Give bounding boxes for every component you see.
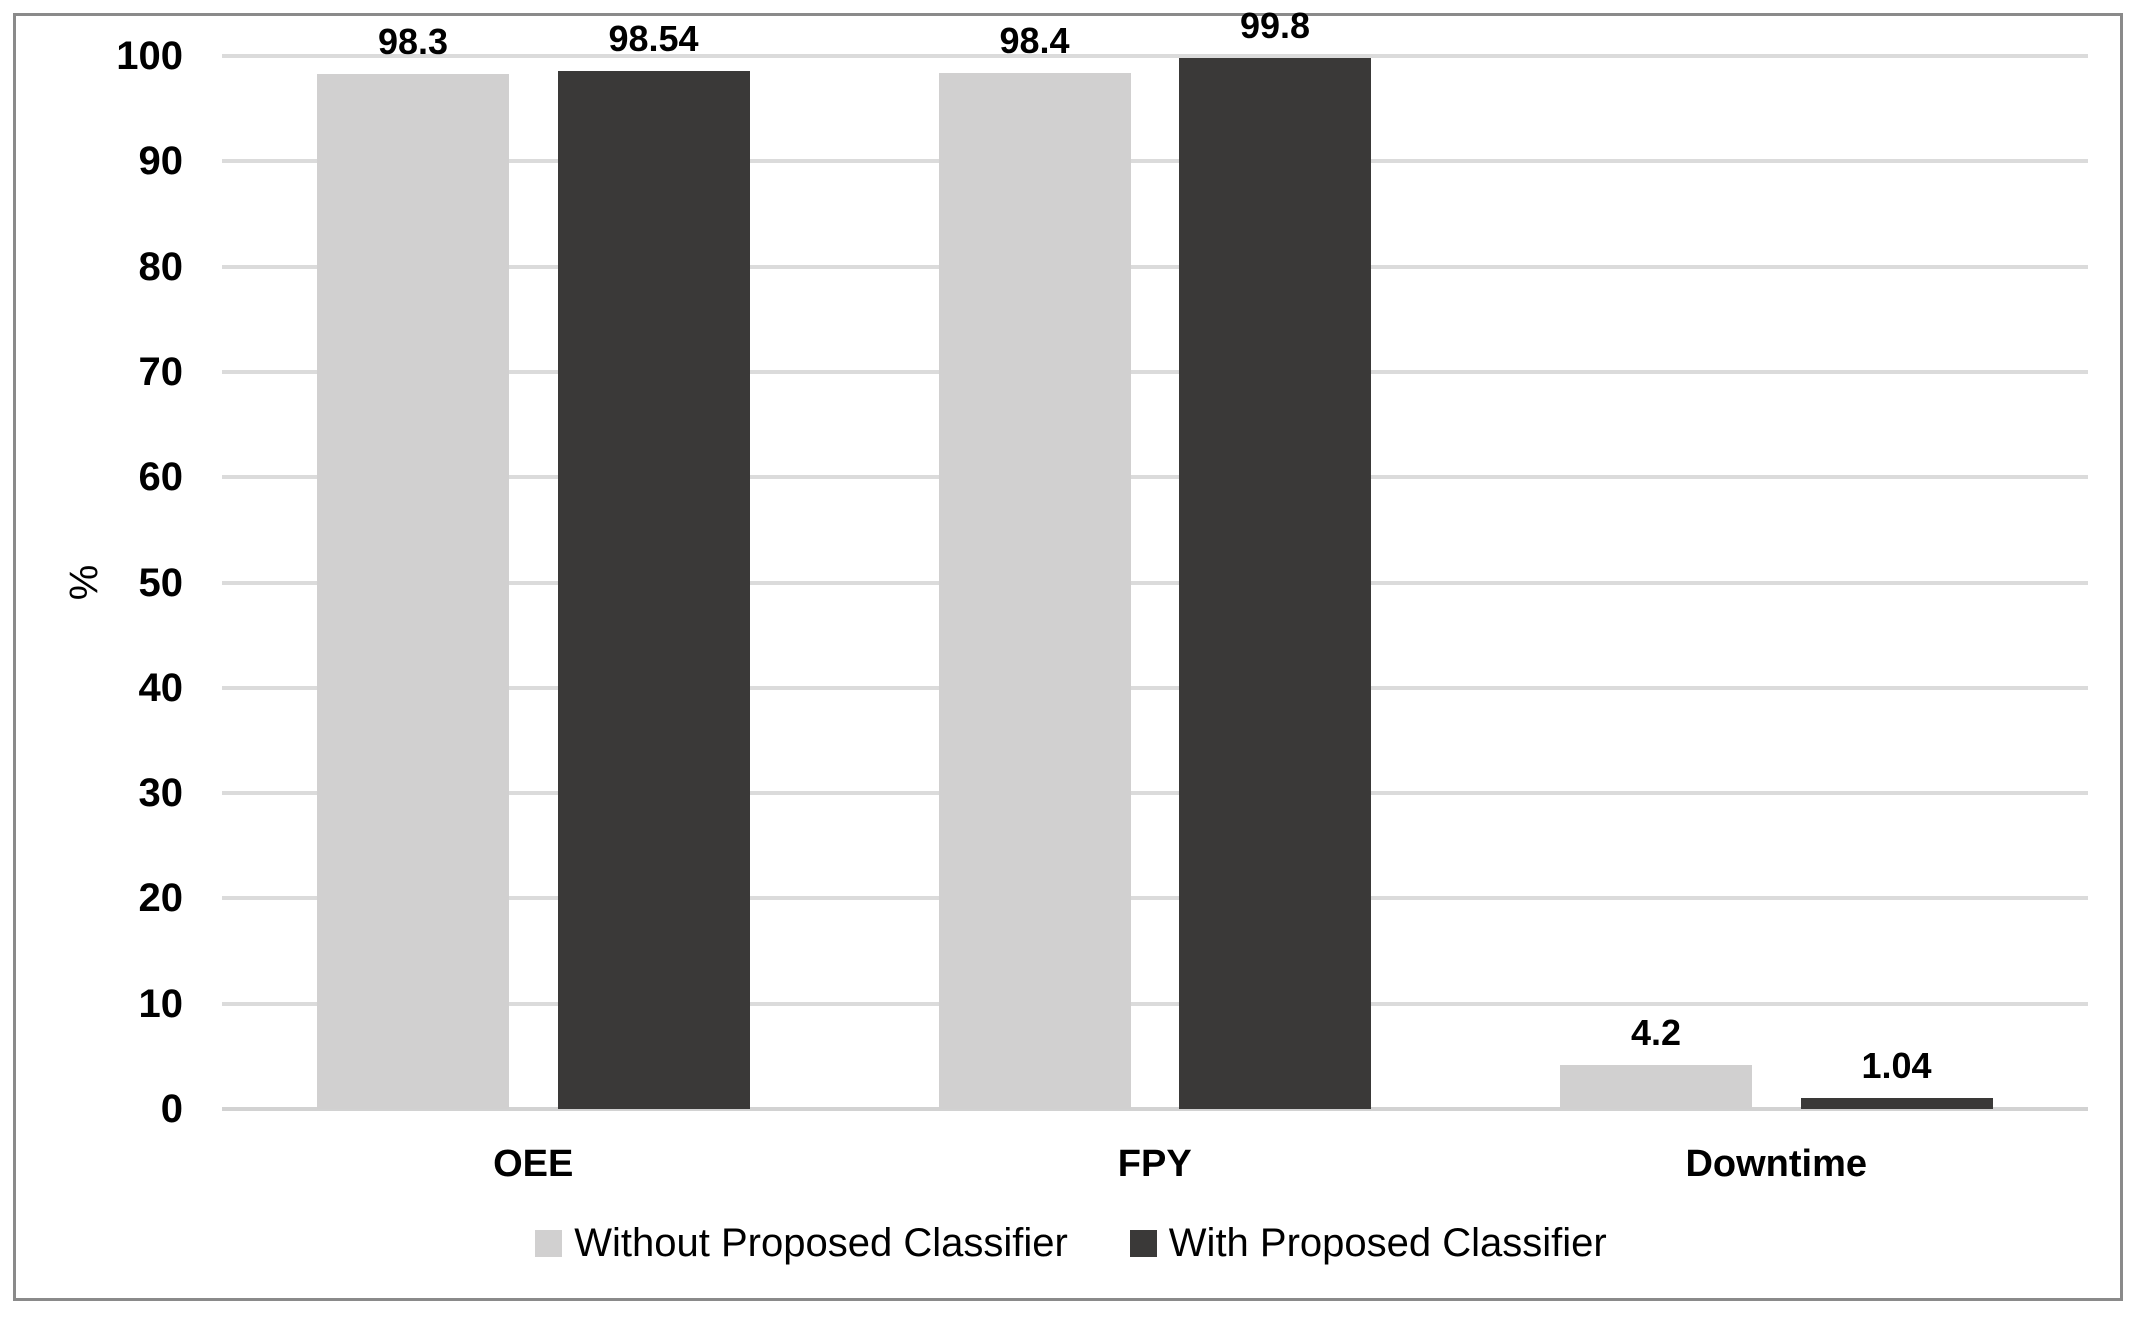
gridline-30	[222, 791, 2088, 796]
legend: Without Proposed Classifier With Proposed…	[0, 1219, 2142, 1267]
data-label-fpy-without-classifier: 98.4	[999, 19, 1070, 61]
gridline-80	[222, 264, 2088, 269]
gridline-70	[222, 369, 2088, 374]
category-label-downtime: Downtime	[1685, 1143, 1868, 1185]
y-tick-label-60: 60	[138, 455, 184, 500]
category-label-fpy: FPY	[1117, 1143, 1192, 1185]
bar-downtime-with-classifier	[1800, 1098, 1993, 1109]
y-tick-label-90: 90	[138, 139, 184, 184]
data-label-oee-with-classifier: 98.54	[608, 18, 699, 60]
y-tick-label-70: 70	[138, 349, 184, 394]
bar-oee-with-classifier	[557, 71, 750, 1109]
legend-item-without-classifier: Without Proposed Classifier	[535, 1219, 1068, 1267]
y-tick-label-40: 40	[138, 665, 184, 710]
gridline-10	[222, 1001, 2088, 1006]
y-tick-label-50: 50	[138, 560, 184, 605]
y-tick-label-100: 100	[116, 34, 183, 78]
legend-swatch-icon	[1129, 1229, 1157, 1257]
chart-frame	[13, 13, 2123, 1301]
gridline-90	[222, 159, 2088, 164]
y-tick-label-20: 20	[138, 876, 184, 921]
category-label-oee: OEE	[493, 1143, 574, 1185]
data-label-oee-without-classifier: 98.3	[377, 20, 449, 62]
legend-label: With Proposed Classifier	[1168, 1221, 1607, 1265]
bar-fpy-with-classifier	[1179, 58, 1371, 1109]
gridline-20	[222, 896, 2088, 901]
data-label-downtime-with-classifier: 1.04	[1861, 1045, 1932, 1087]
gridline-0	[222, 1107, 2088, 1111]
gridline-100	[222, 54, 2088, 58]
y-tick-label-80: 80	[138, 244, 184, 289]
gridline-40	[222, 685, 2088, 690]
y-tick-label-0: 0	[160, 1087, 183, 1131]
bar-oee-without-classifier	[317, 73, 509, 1109]
legend-item-with-classifier: With Proposed Classifier	[1129, 1219, 1607, 1267]
gridline-50	[222, 580, 2088, 585]
legend-label: Without Proposed Classifier	[574, 1221, 1068, 1265]
y-tick-label-10: 10	[138, 981, 184, 1026]
data-label-downtime-without-classifier: 4.2	[1630, 1011, 1682, 1053]
bar-fpy-without-classifier	[938, 72, 1131, 1109]
legend-swatch-icon	[535, 1229, 563, 1257]
bar-downtime-without-classifier	[1560, 1064, 1752, 1109]
y-tick-label-30: 30	[138, 771, 184, 816]
gridline-60	[222, 475, 2088, 480]
data-label-fpy-with-classifier: 99.8	[1239, 5, 1311, 47]
